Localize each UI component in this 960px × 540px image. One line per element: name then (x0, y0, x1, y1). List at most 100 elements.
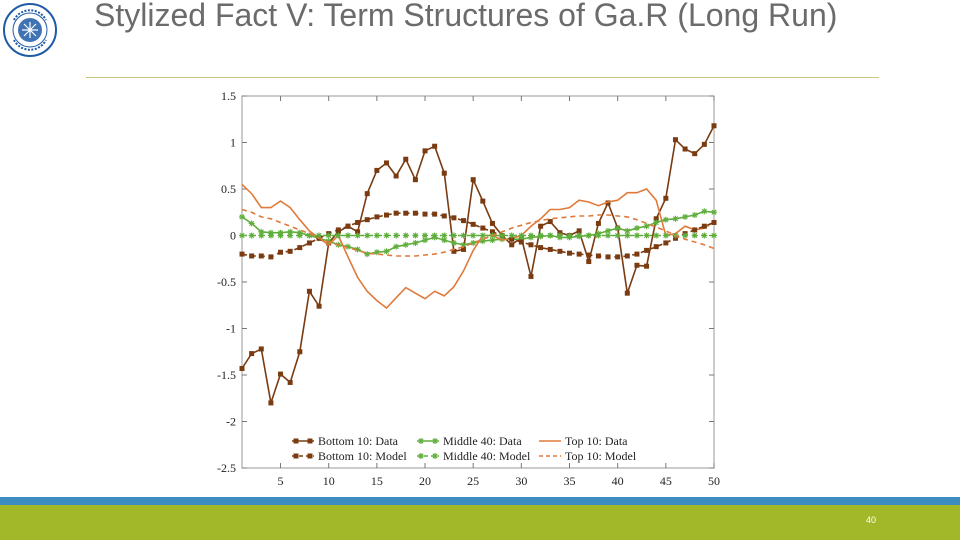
data-point-middle-40-model (441, 232, 448, 239)
data-point-bottom-10-model (393, 210, 399, 216)
data-point-bottom-10-data (451, 248, 457, 254)
data-point-bottom-10-data (297, 349, 303, 355)
data-point-bottom-10-model (239, 251, 245, 257)
data-point-bottom-10-model (422, 211, 428, 217)
legend-marker (293, 438, 299, 444)
data-point-middle-40-model (499, 232, 506, 239)
data-point-bottom-10-model (692, 227, 698, 233)
data-point-middle-40-data (470, 239, 477, 246)
data-point-middle-40-model (508, 232, 515, 239)
data-point-middle-40-model (383, 232, 390, 239)
legend-marker (293, 453, 299, 459)
data-point-middle-40-model (344, 232, 351, 239)
data-point-middle-40-model (653, 232, 660, 239)
data-point-middle-40-model (711, 232, 717, 239)
data-point-middle-40-model (576, 232, 583, 239)
data-point-bottom-10-data (663, 195, 669, 201)
y-tick-label: -0.5 (217, 275, 236, 289)
data-point-bottom-10-model (576, 251, 582, 257)
x-tick-label: 5 (278, 474, 284, 488)
data-point-middle-40-model (402, 232, 409, 239)
data-point-bottom-10-model (345, 223, 351, 229)
data-point-bottom-10-data (538, 223, 544, 229)
chart-container: 1.5 1 0.5 0 -0.5 -1 -1.5 -2 -2.5 5 10 15 20 25 30 35 40 4… (200, 86, 740, 496)
data-point-middle-40-model (373, 232, 380, 239)
data-point-bottom-10-model (364, 217, 370, 223)
data-point-bottom-10-model (258, 253, 264, 259)
data-point-bottom-10-model (595, 253, 601, 259)
data-point-middle-40-data (354, 246, 361, 253)
data-point-bottom-10-data (374, 167, 380, 173)
data-point-middle-40-model (682, 232, 689, 239)
legend-label: Middle 40: Data (443, 434, 522, 448)
data-point-bottom-10-data (470, 177, 476, 183)
data-point-bottom-10-data (634, 262, 640, 268)
data-point-bottom-10-data (653, 216, 659, 222)
data-point-bottom-10-data (287, 379, 293, 385)
data-point-bottom-10-model (528, 242, 534, 248)
data-point-bottom-10-model (663, 240, 669, 246)
plot-frame (241, 95, 715, 469)
x-tick-label: 20 (419, 474, 431, 488)
data-point-middle-40-model (643, 232, 650, 239)
page-number: 40 (865, 515, 876, 525)
data-point-bottom-10-data (422, 148, 428, 154)
data-point-middle-40-data (412, 239, 419, 246)
data-point-bottom-10-model (335, 227, 341, 233)
data-point-middle-40-model (306, 232, 313, 239)
data-point-middle-40-data (672, 215, 679, 222)
data-point-middle-40-model (431, 232, 438, 239)
data-point-middle-40-data (643, 223, 650, 230)
data-point-bottom-10-data (249, 351, 255, 357)
data-point-middle-40-data (450, 239, 457, 246)
data-point-bottom-10-data (701, 141, 707, 147)
legend-marker (307, 438, 313, 444)
title-divider (86, 77, 879, 78)
series-line-top-10-data (241, 183, 715, 310)
data-point-bottom-10-model (374, 214, 380, 220)
data-point-bottom-10-data (278, 371, 284, 377)
data-point-middle-40-model (316, 232, 323, 239)
data-point-bottom-10-data (605, 200, 611, 206)
data-point-middle-40-data (325, 238, 332, 245)
data-point-middle-40-data (393, 243, 400, 250)
data-point-bottom-10-model (605, 254, 611, 260)
data-point-middle-40-model (470, 232, 477, 239)
data-point-middle-40-data (287, 228, 294, 235)
data-point-middle-40-data (653, 219, 660, 226)
data-point-bottom-10-model (615, 254, 621, 260)
data-point-bottom-10-data (672, 137, 678, 143)
data-point-middle-40-model (450, 232, 457, 239)
data-point-middle-40-model (364, 232, 371, 239)
data-point-middle-40-data (402, 241, 409, 248)
data-point-bottom-10-model (432, 211, 438, 217)
data-point-bottom-10-model (470, 221, 476, 227)
data-point-bottom-10-data (412, 177, 418, 183)
data-point-middle-40-data (248, 220, 255, 227)
data-point-bottom-10-model (509, 236, 515, 242)
data-point-middle-40-data (662, 216, 669, 223)
legend-marker (307, 453, 313, 459)
data-point-bottom-10-data (528, 273, 534, 279)
data-point-bottom-10-model (557, 248, 563, 254)
footer-bar (0, 505, 960, 540)
data-point-bottom-10-data (355, 229, 361, 235)
data-point-middle-40-model (566, 232, 573, 239)
imf-logo-icon (2, 2, 58, 58)
data-point-bottom-10-data (509, 242, 515, 248)
data-point-middle-40-model (460, 232, 467, 239)
data-point-middle-40-model (248, 232, 255, 239)
data-point-middle-40-model (325, 232, 332, 239)
data-point-middle-40-model (537, 232, 544, 239)
series-line-bottom-10-data (241, 125, 715, 404)
data-point-bottom-10-data (586, 259, 592, 265)
data-point-middle-40-model (595, 232, 602, 239)
data-point-middle-40-model (518, 232, 525, 239)
data-point-middle-40-model (277, 232, 284, 239)
data-point-middle-40-model (335, 232, 342, 239)
data-point-middle-40-data (691, 212, 698, 219)
data-point-bottom-10-model (644, 247, 650, 253)
data-point-bottom-10-model (403, 210, 409, 216)
legend-label: Top 10: Model (565, 449, 637, 463)
x-tick-label: 40 (612, 474, 624, 488)
